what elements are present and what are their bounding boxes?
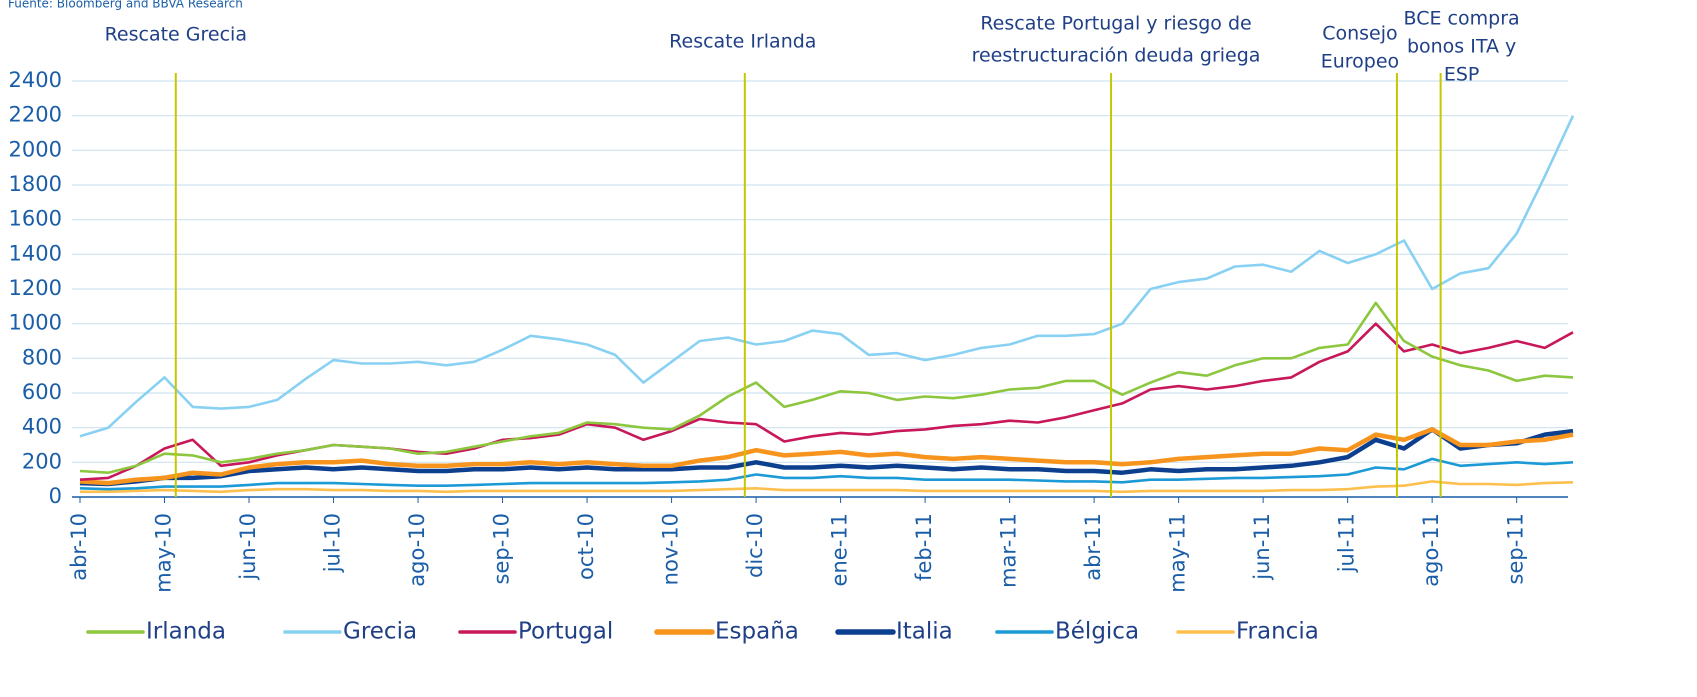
y-tick-label: 2400 (9, 68, 62, 92)
annotation: Europeo (1321, 51, 1399, 73)
source-note: Fuente: Bloomberg and BBVA Research (8, 0, 243, 11)
annotation: ESP (1444, 64, 1480, 86)
x-tick-label: nov-10 (659, 513, 683, 585)
y-tick-label: 1800 (9, 172, 62, 196)
x-tick-label: jul-11 (1335, 513, 1359, 573)
annotation: Rescate Irlanda (669, 31, 816, 53)
x-tick-label: jun-10 (236, 513, 260, 581)
y-tick-label: 400 (22, 415, 62, 439)
annotation: Consejo (1322, 23, 1397, 45)
y-tick-label: 1200 (9, 276, 62, 300)
series-line (79, 427, 1574, 486)
y-tick-label: 2200 (9, 103, 62, 127)
series-line (80, 480, 1574, 494)
x-tick-label: dic-10 (743, 513, 767, 578)
y-tick-label: 0 (49, 484, 62, 508)
legend-label: Francia (1236, 619, 1319, 645)
x-tick-label: may-10 (152, 513, 176, 593)
x-tick-label: abr-10 (67, 513, 91, 581)
series-line (79, 457, 1574, 491)
x-tick-label: sep-10 (490, 513, 514, 585)
y-tick-label: 600 (22, 380, 62, 404)
x-tick-label: ene-11 (828, 513, 852, 586)
x-tick-label: feb-11 (912, 513, 936, 581)
y-tick-label: 200 (22, 449, 62, 473)
series-line (79, 301, 1574, 474)
legend-label: Bélgica (1055, 619, 1139, 645)
x-tick-label: ago-10 (405, 513, 429, 587)
x-tick-label: oct-10 (574, 513, 598, 580)
legend-label: Grecia (343, 619, 417, 645)
annotation: bonos ITA y (1407, 36, 1516, 58)
x-tick-label: abr-11 (1081, 513, 1105, 581)
x-tick-label: jun-11 (1250, 513, 1274, 581)
annotation: BCE compra (1404, 8, 1520, 30)
y-tick-label: 1000 (9, 311, 62, 335)
annotation: Rescate Portugal y riesgo de (980, 13, 1251, 35)
legend-label: España (715, 619, 799, 645)
y-tick-label: 1600 (9, 207, 62, 231)
y-tick-label: 800 (22, 345, 62, 369)
x-tick-label: sep-11 (1504, 513, 1528, 585)
x-tick-label: may-11 (1166, 513, 1190, 593)
y-tick-label: 2000 (9, 137, 62, 161)
x-tick-label: jul-10 (321, 513, 345, 573)
annotation: Rescate Grecia (105, 24, 247, 46)
legend-label: Irlanda (146, 619, 226, 645)
annotation: reestructuración deuda griega (972, 45, 1261, 67)
series-line (79, 427, 1574, 487)
x-tick-label: mar-11 (997, 513, 1021, 588)
legend-label: Portugal (518, 619, 613, 645)
legend-label: Italia (896, 619, 953, 645)
series-line (79, 115, 1575, 438)
y-tick-label: 1400 (9, 241, 62, 265)
x-tick-label: ago-11 (1419, 513, 1443, 587)
